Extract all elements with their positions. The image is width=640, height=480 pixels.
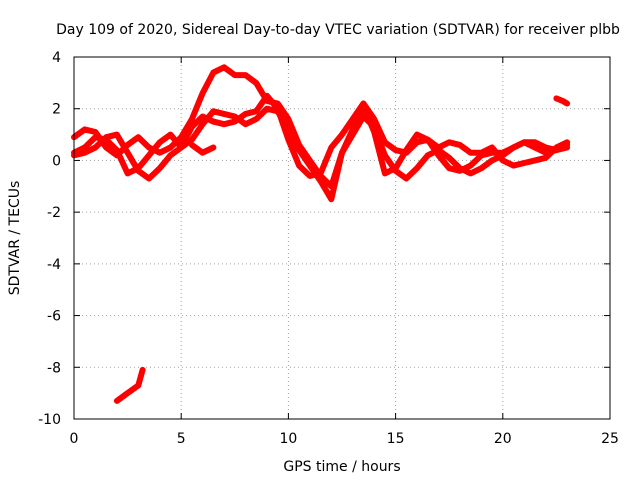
x-tick-label: 5 [177,431,186,447]
series-late-segment [553,95,571,107]
x-tick-label: 25 [601,431,619,447]
series-outlier-segment [113,366,146,404]
y-tick-label: 4 [52,50,61,66]
x-tick-label: 15 [387,431,405,447]
y-tick-label: -8 [47,360,61,376]
plot-frame [73,56,611,420]
series-track-2 [71,92,571,179]
grid-layer [74,57,610,419]
chart-title: Day 109 of 2020, Sidereal Day-to-day VTE… [56,22,620,38]
x-tick-label: 20 [494,431,512,447]
y-tick-label: 0 [52,153,61,169]
series-evening-segment [188,141,217,156]
x-tick-label: 0 [70,431,79,447]
y-tick-label: -10 [38,412,61,428]
y-axis-label: SDTVAR / TECUs [7,181,23,296]
series-layer [71,64,571,404]
x-tick-label: 10 [279,431,297,447]
y-tick-label: -6 [47,309,61,325]
y-tick-label: -2 [47,205,61,221]
y-tick-label: 2 [52,102,61,118]
tick-layer: 0 5 10 15 20 25 -10 -8 -6 -4 -2 0 2 4 [38,50,619,447]
series-track-3 [71,103,571,203]
y-tick-label: -4 [47,257,61,273]
x-axis-label: GPS time / hours [283,459,400,475]
